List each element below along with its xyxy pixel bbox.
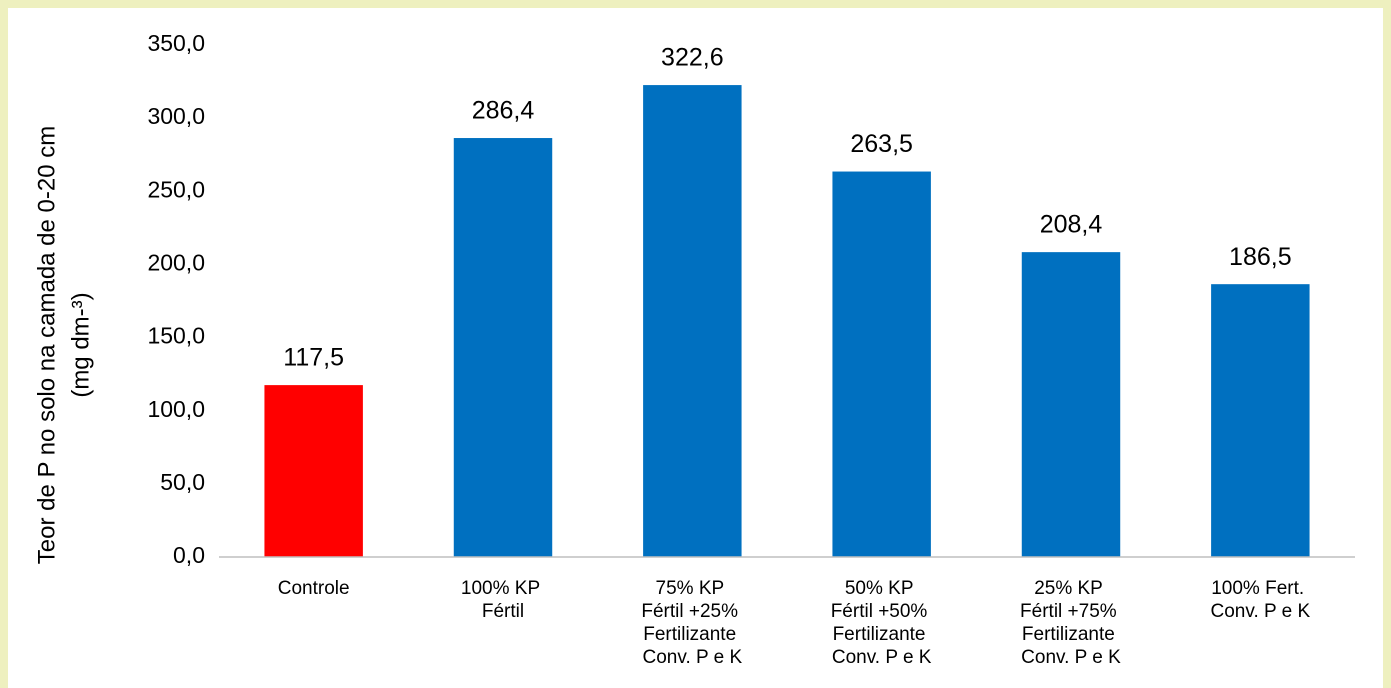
data-label: 263,5 bbox=[850, 130, 913, 158]
bar bbox=[264, 385, 363, 557]
data-label: 186,5 bbox=[1229, 243, 1292, 271]
y-tick-label: 0,0 bbox=[173, 542, 205, 568]
x-tick-label: 100% KP Fértil bbox=[461, 578, 545, 622]
x-tick-label: 50% KP Fértil +50% Fertilizante Conv. P … bbox=[831, 578, 933, 668]
data-label: 208,4 bbox=[1040, 211, 1103, 239]
y-tick-label: 100,0 bbox=[147, 396, 205, 422]
data-label: 117,5 bbox=[283, 344, 344, 372]
x-tick-label: Controle bbox=[278, 578, 350, 599]
y-tick-label: 350,0 bbox=[147, 30, 205, 56]
bar bbox=[832, 171, 931, 557]
x-tick-label: 75% KP Fértil +25% Fertilizante Conv. P … bbox=[641, 578, 743, 668]
y-tick-label: 300,0 bbox=[147, 103, 205, 129]
x-tick-label: 100% Fert. Conv. P e K bbox=[1211, 578, 1311, 622]
y-tick-label: 200,0 bbox=[147, 250, 205, 276]
y-tick-label: 150,0 bbox=[147, 323, 205, 349]
y-tick-label: 250,0 bbox=[147, 176, 205, 202]
bar bbox=[643, 85, 742, 558]
x-tick-label: 25% KP Fértil +75% Fertilizante Conv. P … bbox=[1020, 578, 1122, 668]
data-label: 322,6 bbox=[661, 44, 724, 72]
bar bbox=[1021, 252, 1121, 557]
y-tick-label: 50,0 bbox=[160, 469, 205, 495]
y-axis-label: (mg dm-³) bbox=[67, 292, 94, 397]
data-label: 286,4 bbox=[472, 97, 535, 125]
y-axis-label: Teor de P no solo na camada de 0-20 cm bbox=[33, 126, 60, 565]
bar bbox=[1211, 284, 1310, 557]
bar bbox=[453, 138, 553, 557]
